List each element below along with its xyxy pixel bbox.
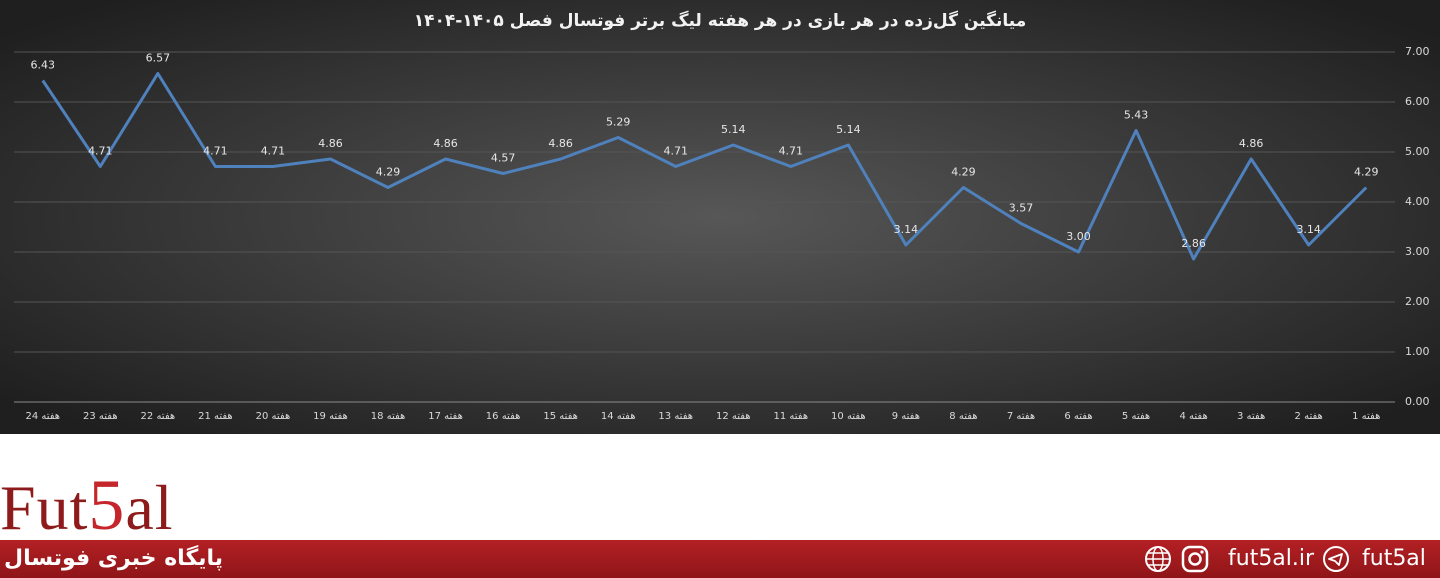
x-tick-label: هفته 20 (256, 411, 291, 422)
x-tick-label: هفته 24 (25, 411, 60, 422)
x-tick-label: هفته 15 (543, 411, 578, 422)
data-label: 4.86 (548, 137, 573, 150)
data-label: 4.29 (951, 166, 976, 179)
data-label: 2.86 (1181, 237, 1206, 250)
y-tick-label: 2.00 (1405, 295, 1430, 308)
data-label: 5.43 (1124, 109, 1149, 122)
data-label: 4.71 (779, 145, 804, 158)
logo-part: 5 (88, 465, 126, 545)
telegram-icon[interactable] (1322, 545, 1350, 573)
y-tick-label: 1.00 (1405, 345, 1430, 358)
x-tick-label: هفته 10 (831, 411, 866, 422)
globe-icon[interactable] (1144, 545, 1172, 573)
data-label: 4.57 (491, 152, 516, 165)
x-tick-label: هفته 6 (1064, 411, 1092, 422)
footer-bar: پایگاه خبری فوتسال fut5al.ir fut5al (0, 540, 1440, 578)
x-tick-label: هفته 19 (313, 411, 348, 422)
chart-background (0, 0, 1440, 434)
x-tick-label: هفته 14 (601, 411, 636, 422)
data-label: 5.14 (721, 123, 746, 136)
data-label: 3.14 (1296, 223, 1321, 236)
data-label: 4.29 (376, 166, 401, 179)
data-label: 5.29 (606, 116, 631, 129)
x-tick-label: هفته 4 (1179, 411, 1207, 422)
logo-part: al (125, 472, 174, 543)
x-tick-label: هفته 13 (658, 411, 693, 422)
tagline: پایگاه خبری فوتسال (4, 546, 224, 571)
data-label: 4.71 (261, 145, 286, 158)
data-label: 4.86 (318, 137, 343, 150)
x-tick-label: هفته 2 (1295, 411, 1323, 422)
logo-part: Fut (0, 472, 89, 543)
y-tick-label: 3.00 (1405, 245, 1430, 258)
x-tick-label: هفته 5 (1122, 411, 1150, 422)
data-label: 4.86 (1239, 137, 1264, 150)
y-tick-label: 0.00 (1405, 395, 1430, 408)
logo: Fut5al (0, 469, 174, 543)
x-tick-label: هفته 16 (486, 411, 521, 422)
x-tick-label: هفته 17 (428, 411, 463, 422)
chart: میانگین گل‌زده در هر بازی در هر هفته لیگ… (0, 0, 1440, 434)
data-label: 6.57 (146, 52, 171, 65)
data-label: 5.14 (836, 123, 861, 136)
y-tick-label: 4.00 (1405, 195, 1430, 208)
data-label: 6.43 (31, 59, 56, 72)
x-tick-label: هفته 22 (141, 411, 176, 422)
data-label: 4.71 (88, 145, 113, 158)
website[interactable]: fut5al.ir (1228, 546, 1315, 571)
y-tick-label: 6.00 (1405, 95, 1430, 108)
x-tick-label: هفته 23 (83, 411, 118, 422)
x-tick-label: هفته 1 (1352, 411, 1380, 422)
x-tick-label: هفته 21 (198, 411, 233, 422)
x-tick-label: هفته 7 (1007, 411, 1035, 422)
series-line (41, 72, 1368, 261)
x-tick-label: هفته 12 (716, 411, 751, 422)
telegram[interactable]: fut5al (1362, 546, 1426, 571)
data-label: 4.86 (433, 137, 458, 150)
y-tick-label: 5.00 (1405, 145, 1430, 158)
x-tick-label: هفته 8 (949, 411, 977, 422)
data-label: 4.29 (1354, 166, 1379, 179)
data-label: 3.14 (894, 223, 919, 236)
chart-title: میانگین گل‌زده در هر بازی در هر هفته لیگ… (414, 10, 1027, 31)
instagram-icon[interactable] (1181, 545, 1209, 573)
data-label: 3.57 (1009, 202, 1034, 215)
y-tick-label: 7.00 (1405, 45, 1430, 58)
x-tick-label: هفته 18 (371, 411, 406, 422)
data-label: 4.71 (203, 145, 228, 158)
data-label: 3.00 (1066, 230, 1091, 243)
x-tick-label: هفته 11 (774, 411, 809, 422)
x-tick-label: هفته 9 (892, 411, 920, 422)
x-tick-label: هفته 3 (1237, 411, 1265, 422)
data-label: 4.71 (663, 145, 688, 158)
